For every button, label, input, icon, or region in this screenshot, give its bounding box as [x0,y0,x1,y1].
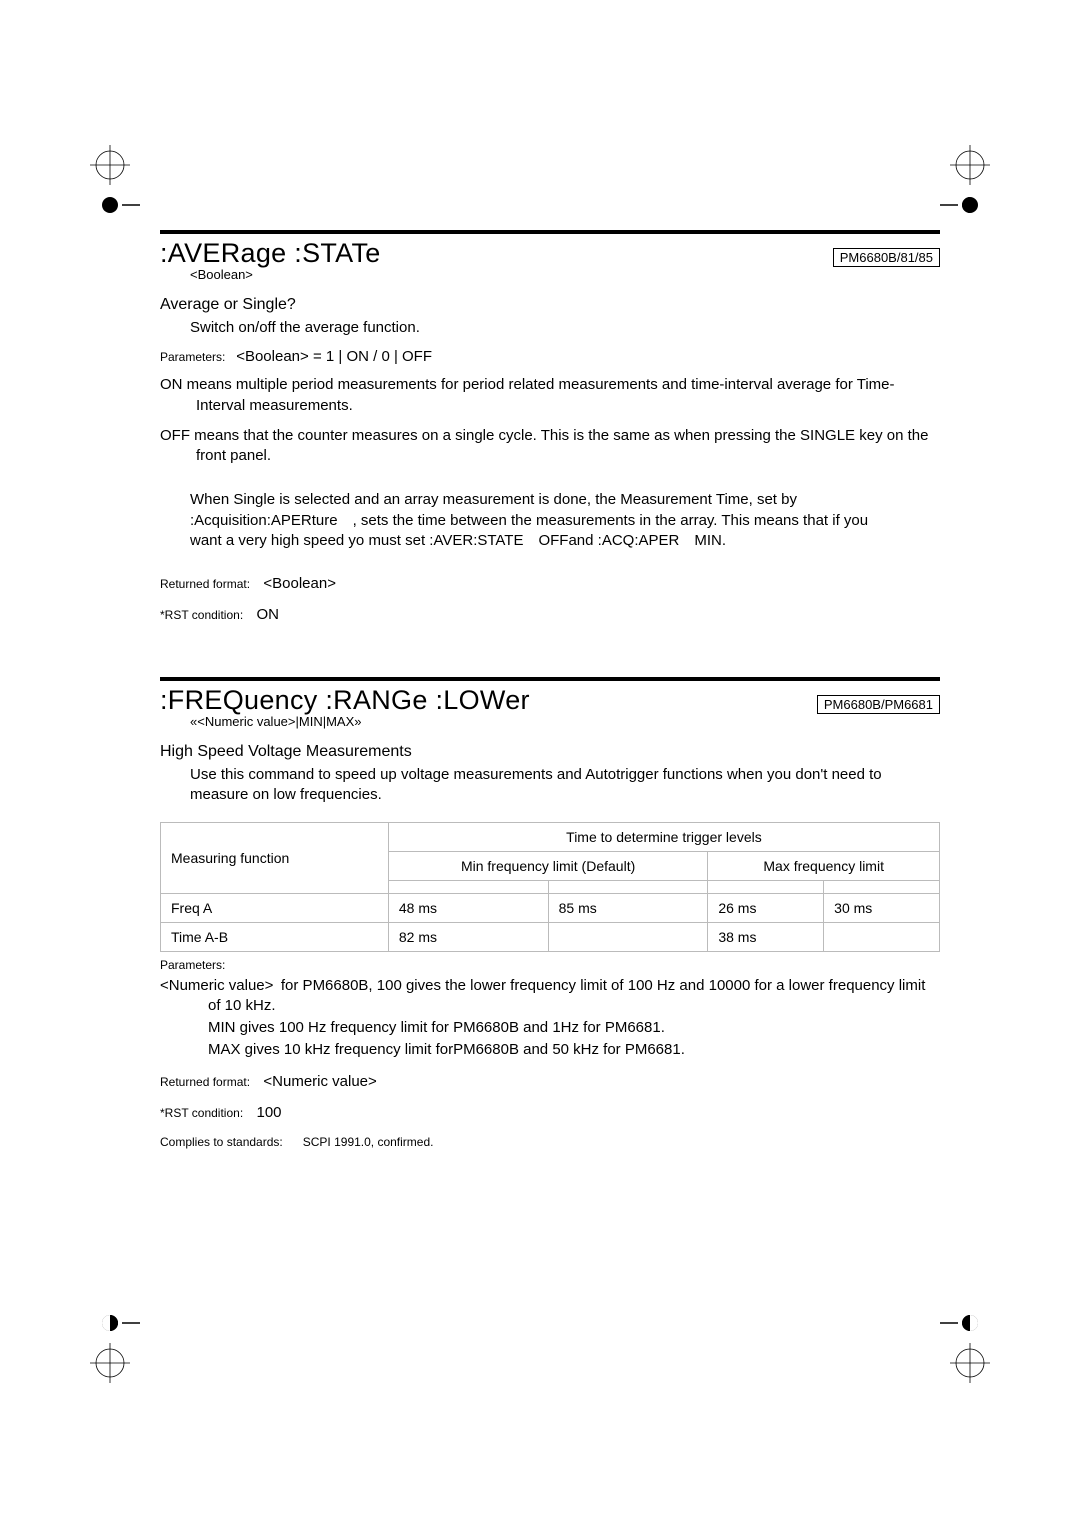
rst-value: 100 [257,1104,282,1121]
section1-model: PM6680B/81/85 [833,248,940,267]
section1-subscript: <Boolean> [190,267,940,282]
section-rule-2 [160,677,940,681]
crop-mark-bottom-left [80,1308,140,1388]
crop-mark-bottom-right [940,1308,1000,1388]
th-sub-c [708,880,824,893]
cell [824,922,940,951]
th-measuring: Measuring function [161,822,389,893]
section1-intro: Switch on/off the average function. [190,318,940,338]
cell: 30 ms [824,893,940,922]
section1-subtitle: Average or Single? [160,296,940,314]
section1-off-text: OFF means that the counter measures on a… [160,426,940,467]
section2-subscript: «<Numeric value>|MIN|MAX» [190,714,940,729]
section2-title: :FREQuency :RANGe :LOWer [160,685,530,716]
section2-subtitle: High Speed Voltage Measurements [160,743,940,761]
th-sub-b [548,880,708,893]
section2-returned: Returned format: <Numeric value> [160,1073,940,1090]
cell: 38 ms [708,922,824,951]
page-content: :AVERage :STATe PM6680B/81/85 <Boolean> … [160,230,940,1149]
cell-fn: Time A-B [161,922,389,951]
section2-model: PM6680B/PM6681 [817,695,940,714]
rst-value: ON [257,606,280,623]
crop-mark-top-right [940,140,1000,220]
section2-header: :FREQuency :RANGe :LOWer PM6680B/PM6681 [160,685,940,716]
section1-header: :AVERage :STATe PM6680B/81/85 [160,238,940,269]
section2-rst: *RST condition: 100 [160,1104,940,1121]
cell [548,922,708,951]
params-label: Parameters: [160,350,225,364]
cell: 48 ms [388,893,548,922]
section2-param1: <Numeric value> for PM6680B, 100 gives t… [160,976,940,1017]
th-caption: Time to determine trigger levels [388,822,939,851]
th-sub-d [824,880,940,893]
th-sub-a [388,880,548,893]
section1-on-text: ON means multiple period measurements fo… [160,375,940,416]
cell: 26 ms [708,893,824,922]
crop-mark-top-left [80,140,140,220]
section2-param2: MIN gives 100 Hz frequency limit for PM6… [160,1018,940,1038]
section1-params: Parameters: <Boolean> = 1 | ON / 0 | OFF [160,348,940,365]
ret-value: <Boolean> [263,575,336,592]
trigger-table: Measuring function Time to determine tri… [160,822,940,952]
ret-value: <Numeric value> [263,1073,376,1090]
ret-label: Returned format: [160,1075,250,1089]
th-max: Max frequency limit [708,851,940,880]
cell: 82 ms [388,922,548,951]
section2-intro: Use this command to speed up voltage mea… [190,765,940,806]
section-rule [160,230,940,234]
section2-params-label: Parameters: [160,958,940,972]
ret-label: Returned format: [160,577,250,591]
section1-title: :AVERage :STATe [160,238,381,269]
table-row: Time A-B 82 ms 38 ms [161,922,940,951]
table-row: Freq A 48 ms 85 ms 26 ms 30 ms [161,893,940,922]
th-min: Min frequency limit (Default) [388,851,707,880]
section2-param3: MAX gives 10 kHz frequency limit forPM66… [160,1040,940,1060]
section1-note: When Single is selected and an array mea… [190,490,880,551]
cell-fn: Freq A [161,893,389,922]
section1-rst: *RST condition: ON [160,606,940,623]
section2-standards: Complies to standards: SCPI 1991.0, conf… [160,1135,940,1149]
params-value: <Boolean> = 1 | ON / 0 | OFF [236,348,432,365]
section1-returned: Returned format: <Boolean> [160,575,940,592]
std-value: SCPI 1991.0, confirmed. [303,1135,434,1149]
std-label: Complies to standards: [160,1135,283,1149]
rst-label: *RST condition: [160,1106,243,1120]
cell: 85 ms [548,893,708,922]
rst-label: *RST condition: [160,608,243,622]
